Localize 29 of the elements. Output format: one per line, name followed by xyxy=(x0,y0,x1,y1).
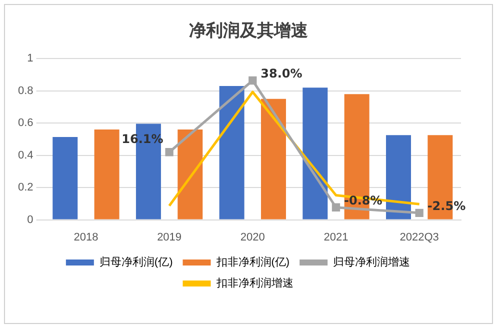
x-tick-label: 2021 xyxy=(324,231,348,244)
y-tick-label: 1 xyxy=(27,52,34,65)
bar xyxy=(302,88,328,220)
legend-label: 归母净利润(亿) xyxy=(99,256,173,269)
bar xyxy=(94,130,120,220)
bar xyxy=(178,130,203,220)
y-tick-label: 0.8 xyxy=(18,84,34,97)
data-label: -0.8% xyxy=(344,194,382,208)
bar xyxy=(52,136,78,220)
x-tick-label: 2022Q3 xyxy=(400,231,439,244)
x-tick-label: 2018 xyxy=(74,231,98,244)
x-tick-label: 2019 xyxy=(157,231,182,244)
y-tick-label: 0 xyxy=(27,214,34,226)
legend-label: 归母净利润增速 xyxy=(333,256,410,269)
point xyxy=(415,208,424,218)
bar xyxy=(260,98,286,220)
point xyxy=(248,76,257,85)
data-label: 38.0% xyxy=(260,66,302,81)
chart-title: 净利润及其增速 xyxy=(188,20,309,42)
y-tick-label: 0.4 xyxy=(18,149,34,162)
x-tick-label: 2020 xyxy=(240,231,265,244)
legend-label: 扣非净利润增速 xyxy=(215,276,294,290)
y-tick-label: 0.6 xyxy=(18,117,34,130)
point xyxy=(165,148,174,156)
legend-label: 扣非净利润(亿) xyxy=(215,256,290,269)
bar xyxy=(386,135,411,220)
point xyxy=(332,203,340,212)
y-tick-label: 0.2 xyxy=(18,182,34,194)
bar xyxy=(219,86,244,220)
